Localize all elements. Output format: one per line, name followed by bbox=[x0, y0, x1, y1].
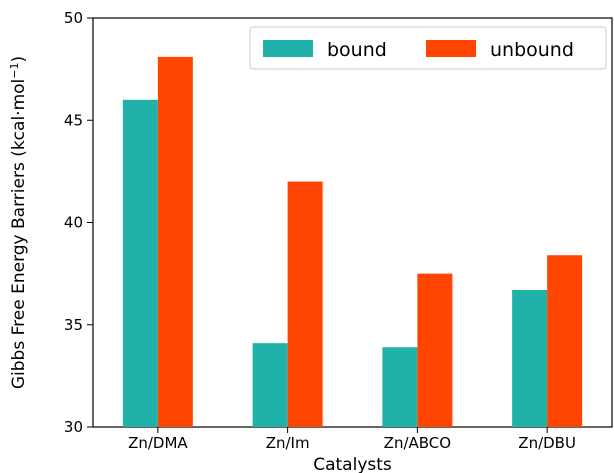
legend-label-unbound: unbound bbox=[490, 39, 574, 61]
bars-group bbox=[122, 56, 583, 428]
y-tick-label: 45 bbox=[64, 111, 83, 129]
bar-bound-zn-dma bbox=[122, 99, 158, 428]
legend-label-bound: bound bbox=[327, 39, 387, 61]
x-tick-label: Zn/ABCO bbox=[384, 434, 451, 452]
x-axis-ticks: Zn/DMA Zn/Im Zn/ABCO Zn/DBU bbox=[128, 427, 576, 452]
y-axis-title: Gibbs Free Energy Barriers (kcal·mol−1) bbox=[8, 56, 30, 389]
y-tick-label: 30 bbox=[64, 418, 83, 436]
legend: bound unbound bbox=[249, 26, 607, 70]
legend-swatch-bound bbox=[263, 40, 313, 57]
bar-unbound-zn-dma bbox=[157, 56, 193, 427]
legend-swatch-unbound bbox=[426, 40, 476, 57]
x-tick-label: Zn/Im bbox=[266, 434, 310, 452]
bar-bound-zn-dbu bbox=[512, 289, 548, 427]
x-tick-label: Zn/DMA bbox=[128, 434, 188, 452]
y-tick-label: 35 bbox=[64, 316, 83, 334]
bar-bound-zn-abco bbox=[382, 347, 418, 427]
x-tick-label: Zn/DBU bbox=[518, 434, 576, 452]
y-tick-label: 40 bbox=[64, 214, 83, 232]
y-tick-label: 50 bbox=[64, 9, 83, 27]
bar-bound-zn-im bbox=[252, 343, 288, 427]
bar-unbound-zn-im bbox=[287, 181, 323, 427]
y-axis-ticks: 30 35 40 45 50 bbox=[64, 9, 93, 436]
bar-unbound-zn-dbu bbox=[547, 255, 583, 427]
bar-unbound-zn-abco bbox=[417, 273, 453, 427]
x-axis-title: Catalysts bbox=[313, 455, 392, 473]
